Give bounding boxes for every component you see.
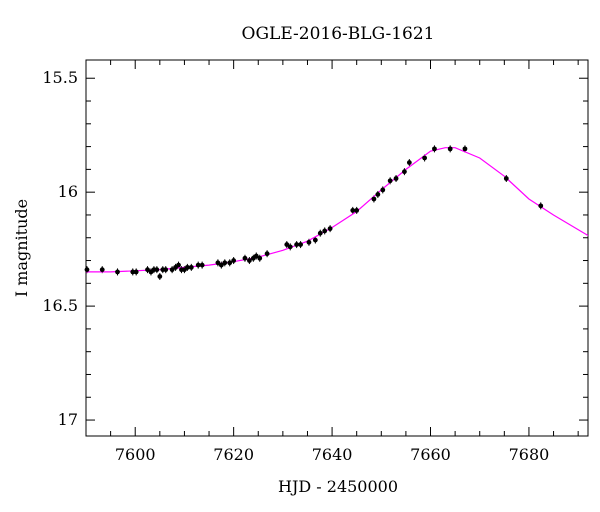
data-points <box>84 146 544 279</box>
y-axis-label: I magnitude <box>12 199 31 297</box>
axis-tick-labels: 7600 7620 7640 7660 7680 15.5 16 16.5 17 <box>42 68 549 464</box>
x-tick-label: 7620 <box>213 445 254 464</box>
data-point <box>169 267 175 273</box>
x-tick-label: 7680 <box>509 445 550 464</box>
data-point <box>130 269 136 275</box>
data-point <box>422 155 428 161</box>
data-point <box>133 269 139 275</box>
data-point <box>393 176 399 181</box>
data-point <box>242 255 248 261</box>
data-point <box>354 208 360 213</box>
data-point <box>312 237 318 243</box>
y-tick-label: 16.5 <box>42 296 78 315</box>
data-point <box>257 255 263 261</box>
data-point <box>538 203 544 209</box>
data-point <box>218 262 224 268</box>
data-point <box>99 267 105 273</box>
data-point <box>432 146 437 152</box>
data-point <box>157 274 163 279</box>
data-point <box>176 262 181 268</box>
data-point <box>387 178 393 184</box>
data-point <box>371 196 377 202</box>
x-tick-label: 7640 <box>312 445 353 464</box>
data-point <box>145 267 150 273</box>
y-tick-label: 16 <box>58 182 78 201</box>
data-point <box>184 264 190 270</box>
data-point <box>350 208 356 213</box>
data-point <box>380 187 386 193</box>
data-point <box>327 226 333 232</box>
data-point <box>227 260 233 266</box>
x-tick-label: 7660 <box>410 445 451 464</box>
data-point <box>199 262 205 268</box>
data-point <box>195 262 201 268</box>
data-point <box>462 146 468 152</box>
x-tick-label: 7600 <box>115 445 156 464</box>
chart-title: OGLE-2016-BLG-1621 <box>242 24 435 44</box>
x-axis-label: HJD - 2450000 <box>278 477 398 496</box>
model-curve <box>86 147 589 273</box>
data-point <box>406 160 412 165</box>
y-tick-label: 17 <box>58 410 78 429</box>
data-point <box>306 239 312 245</box>
data-point <box>447 146 453 152</box>
data-point <box>298 242 303 247</box>
data-point <box>503 176 509 181</box>
data-point <box>294 242 300 247</box>
data-point <box>246 258 252 263</box>
error-bars <box>86 145 542 280</box>
data-point <box>163 267 169 273</box>
data-point <box>317 230 323 236</box>
data-point <box>84 267 90 273</box>
axis-ticks <box>85 60 588 436</box>
data-point <box>222 260 228 266</box>
data-point <box>154 267 160 273</box>
plot-frame <box>85 59 589 437</box>
data-point <box>284 242 290 247</box>
data-point <box>264 251 270 257</box>
data-point <box>287 244 293 250</box>
data-point <box>231 258 237 263</box>
data-point <box>115 269 120 275</box>
data-point <box>215 260 221 266</box>
data-point <box>322 228 328 234</box>
data-point <box>402 169 407 175</box>
y-tick-label: 15.5 <box>42 68 78 87</box>
data-point <box>375 192 381 197</box>
data-point <box>253 253 259 259</box>
data-point <box>188 264 194 270</box>
